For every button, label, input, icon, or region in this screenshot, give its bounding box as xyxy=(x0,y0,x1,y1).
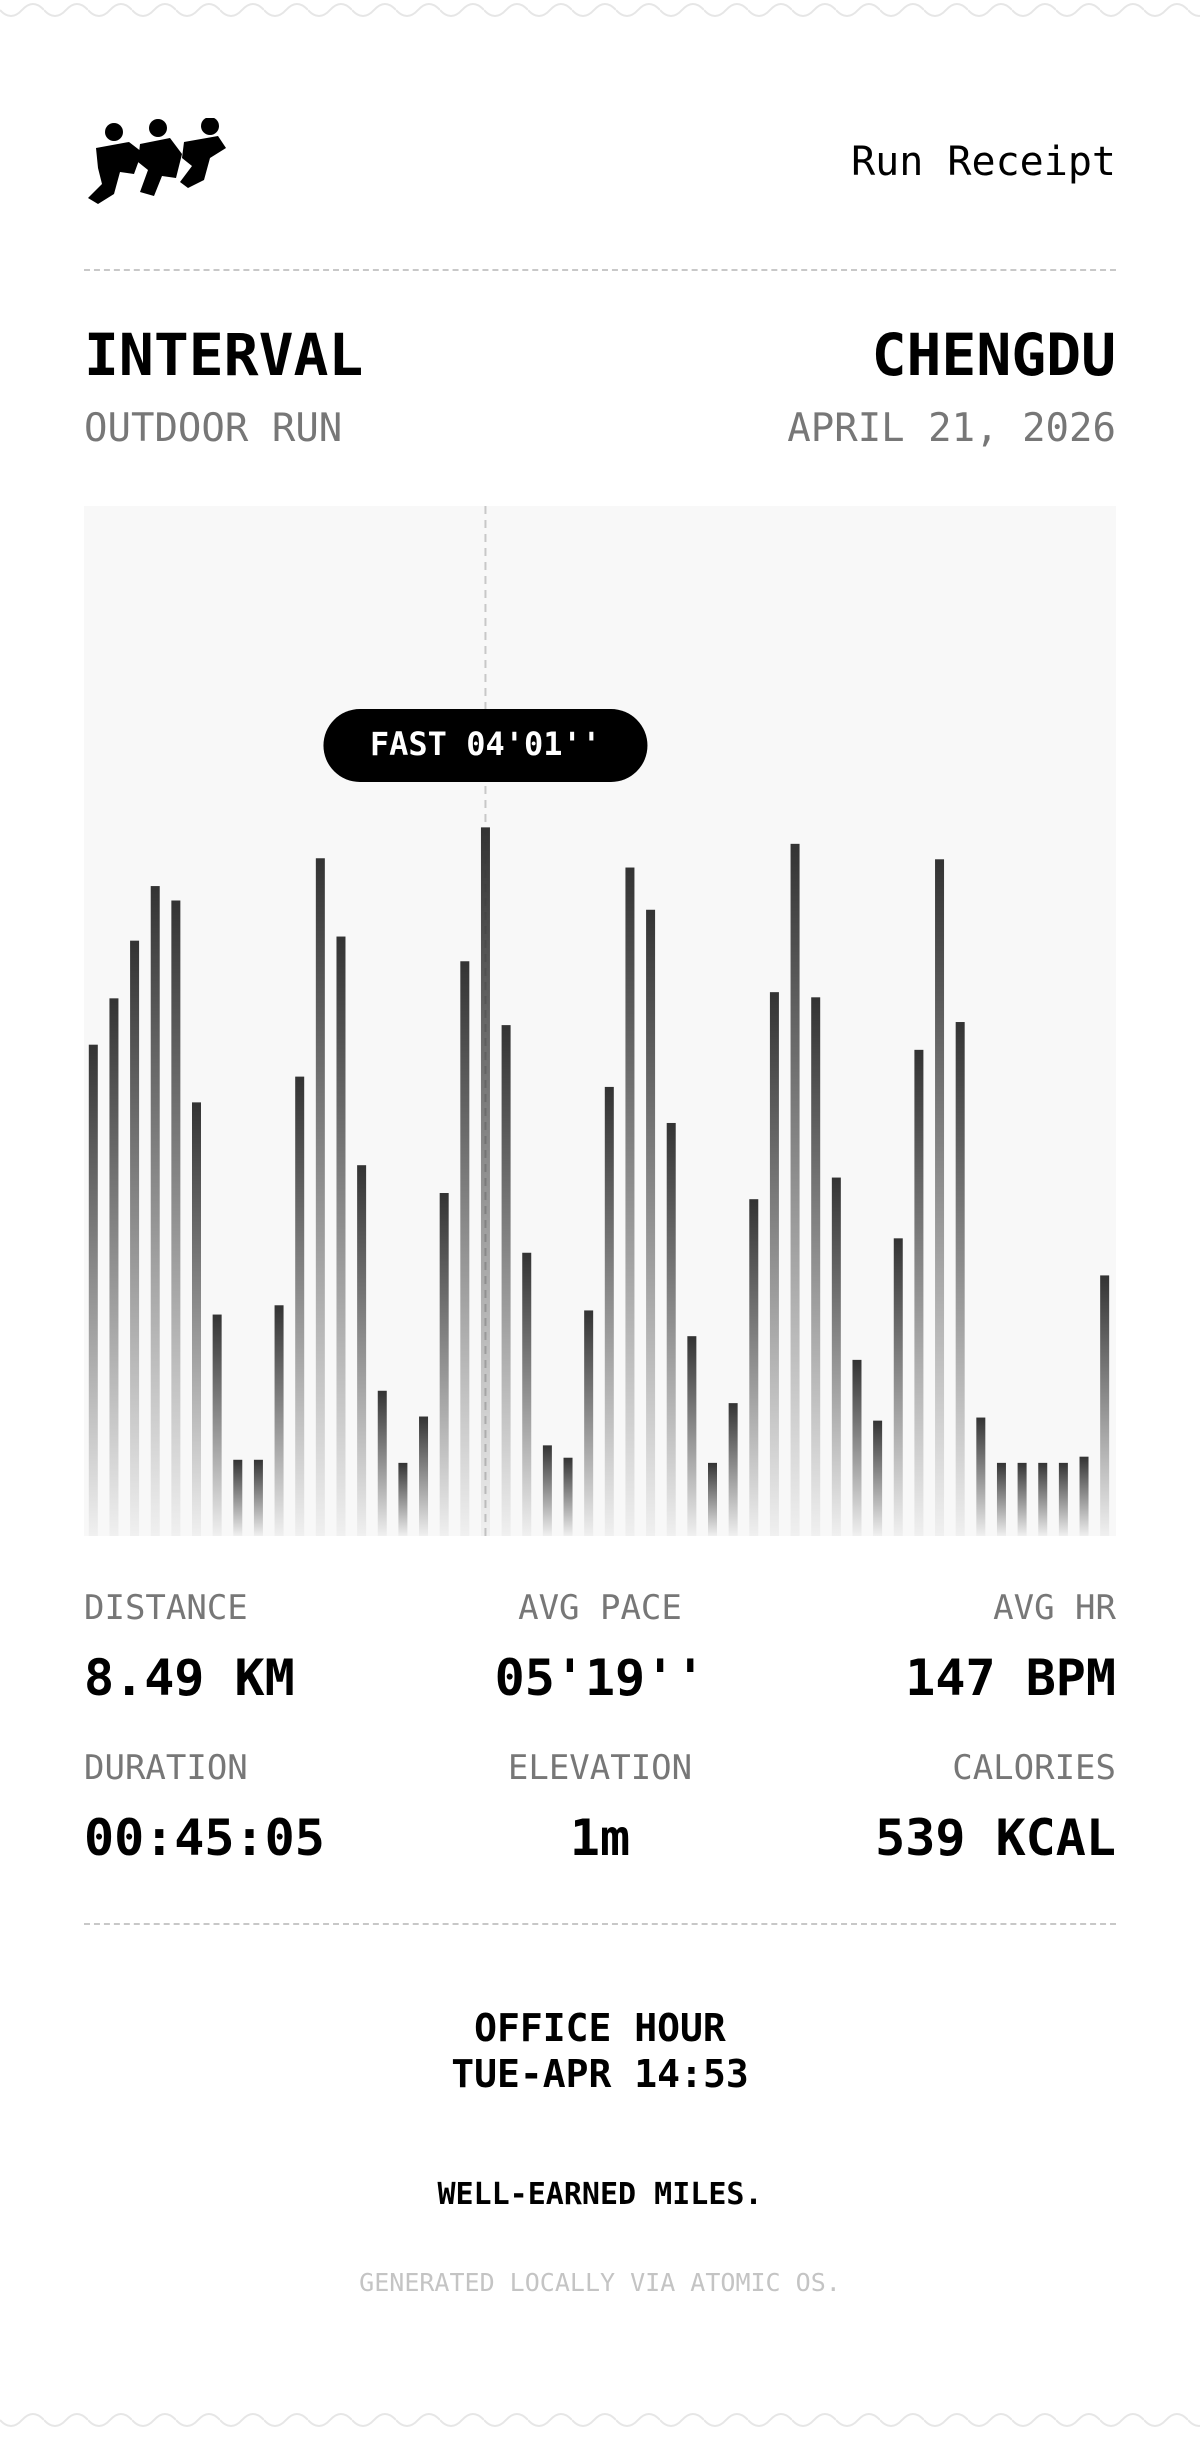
bar xyxy=(852,1359,862,1536)
bar xyxy=(584,1310,594,1536)
stat: ELEVATION 1m xyxy=(428,1751,772,1863)
bar xyxy=(831,1177,841,1536)
bar xyxy=(687,1336,697,1536)
bar xyxy=(542,1445,552,1536)
bar xyxy=(646,909,656,1536)
slogan: WELL-EARNED MILES. xyxy=(437,2177,763,2212)
stat: DURATION 00:45:05 xyxy=(84,1751,428,1863)
bar xyxy=(996,1462,1006,1536)
stat-value: 1m xyxy=(569,1809,631,1867)
top-edge xyxy=(0,0,1200,30)
footer-note: GENERATED LOCALLY VIA ATOMIC OS. xyxy=(359,2268,841,2297)
stat-value: 05'19'' xyxy=(494,1649,706,1707)
bar xyxy=(109,998,119,1536)
stat-label: AVG PACE xyxy=(518,1588,682,1628)
bar xyxy=(253,1459,263,1536)
bar xyxy=(563,1457,573,1536)
bar xyxy=(315,858,325,1536)
bar xyxy=(749,1199,759,1536)
pace-chart: FAST 04'01'' xyxy=(84,506,1116,1536)
stat-label: DISTANCE xyxy=(84,1588,248,1628)
bar xyxy=(873,1420,883,1536)
bar xyxy=(357,1165,367,1536)
bar xyxy=(935,859,945,1536)
stat-label: AVG HR xyxy=(993,1588,1116,1628)
bar xyxy=(1017,1462,1027,1536)
workout-city: CHENGDU xyxy=(871,321,1116,389)
bar xyxy=(1079,1456,1089,1536)
stat: CALORIES 539 KCAL xyxy=(772,1751,1116,1863)
bar xyxy=(439,1193,449,1536)
bar xyxy=(708,1462,717,1536)
stat: AVG HR 147 BPM xyxy=(772,1591,1116,1703)
divider xyxy=(84,1923,1116,1925)
stat-value: 00:45:05 xyxy=(84,1809,325,1867)
bar xyxy=(295,1076,305,1536)
bar xyxy=(419,1416,429,1536)
stat: DISTANCE 8.49 KM xyxy=(84,1591,428,1703)
bottom-edge xyxy=(0,2410,1200,2440)
bar xyxy=(460,961,470,1536)
bar xyxy=(336,936,346,1536)
bar xyxy=(666,1122,676,1536)
stat-label: CALORIES xyxy=(952,1748,1116,1788)
stat: AVG PACE 05'19'' xyxy=(428,1591,772,1703)
stat-label: DURATION xyxy=(84,1748,248,1788)
bar xyxy=(914,1049,924,1536)
bar xyxy=(769,992,779,1536)
bar xyxy=(893,1238,903,1536)
stat-value: 147 BPM xyxy=(905,1649,1116,1707)
divider xyxy=(84,269,1116,271)
bar xyxy=(501,1025,511,1536)
bar xyxy=(233,1459,243,1536)
bar xyxy=(1100,1275,1110,1536)
bar xyxy=(522,1252,532,1536)
bar xyxy=(480,827,490,1536)
bar xyxy=(625,867,635,1536)
workout-date: APRIL 21, 2026 xyxy=(787,406,1116,451)
bar xyxy=(377,1390,387,1536)
bar xyxy=(976,1417,986,1536)
footer-line: OFFICE HOUR xyxy=(474,2006,726,2050)
annotation-pill xyxy=(323,709,648,782)
bar xyxy=(604,1086,614,1536)
stat-value: 8.49 KM xyxy=(84,1649,295,1707)
bar xyxy=(728,1403,738,1536)
bar xyxy=(130,940,140,1536)
bar xyxy=(790,843,800,1536)
header-title: Run Receipt xyxy=(851,139,1116,185)
workout-subtitle: OUTDOOR RUN xyxy=(84,406,343,451)
office-hour: OFFICE HOUR TUE-APR 14:53 xyxy=(0,2005,1200,2097)
bar xyxy=(192,1102,201,1536)
logo xyxy=(88,118,226,204)
stat-value: 539 KCAL xyxy=(875,1809,1116,1867)
footer-line: TUE-APR 14:53 xyxy=(451,2052,749,2096)
bar xyxy=(1038,1462,1048,1536)
bar xyxy=(150,886,160,1536)
bar xyxy=(955,1022,965,1536)
bar xyxy=(212,1314,222,1536)
bar xyxy=(171,900,181,1536)
bar xyxy=(811,997,821,1536)
bar xyxy=(398,1462,408,1536)
annotation-text: FAST 04'01'' xyxy=(370,725,601,763)
workout-type: INTERVAL xyxy=(84,321,364,389)
bar xyxy=(88,1044,98,1536)
stat-label: ELEVATION xyxy=(507,1748,693,1788)
bar xyxy=(274,1305,284,1536)
bar xyxy=(1058,1462,1068,1536)
